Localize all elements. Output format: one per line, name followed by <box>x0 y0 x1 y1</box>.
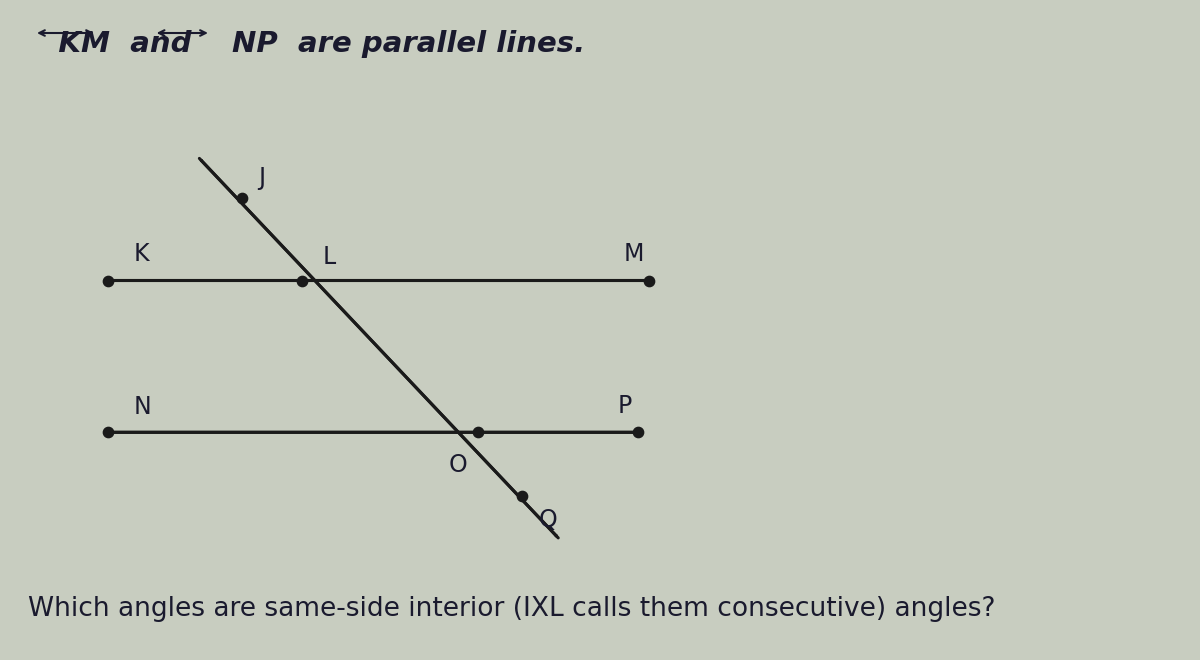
Text: P: P <box>618 394 632 418</box>
Text: Q: Q <box>539 508 558 532</box>
Text: KM  and    NP  are parallel lines.: KM and NP are parallel lines. <box>29 30 586 57</box>
Point <box>469 427 488 438</box>
Text: M: M <box>623 242 643 266</box>
Point <box>629 427 648 438</box>
Point <box>512 491 532 502</box>
Text: N: N <box>133 395 151 419</box>
Text: L: L <box>323 245 336 269</box>
Text: K: K <box>133 242 149 266</box>
Point <box>232 193 251 203</box>
Point <box>293 275 312 286</box>
Text: J: J <box>259 166 265 190</box>
Point <box>98 427 118 438</box>
Text: Which angles are same-side interior (IXL calls them consecutive) angles?: Which angles are same-side interior (IXL… <box>29 596 996 622</box>
Point <box>98 275 118 286</box>
Text: O: O <box>449 453 467 477</box>
Point <box>640 275 659 286</box>
